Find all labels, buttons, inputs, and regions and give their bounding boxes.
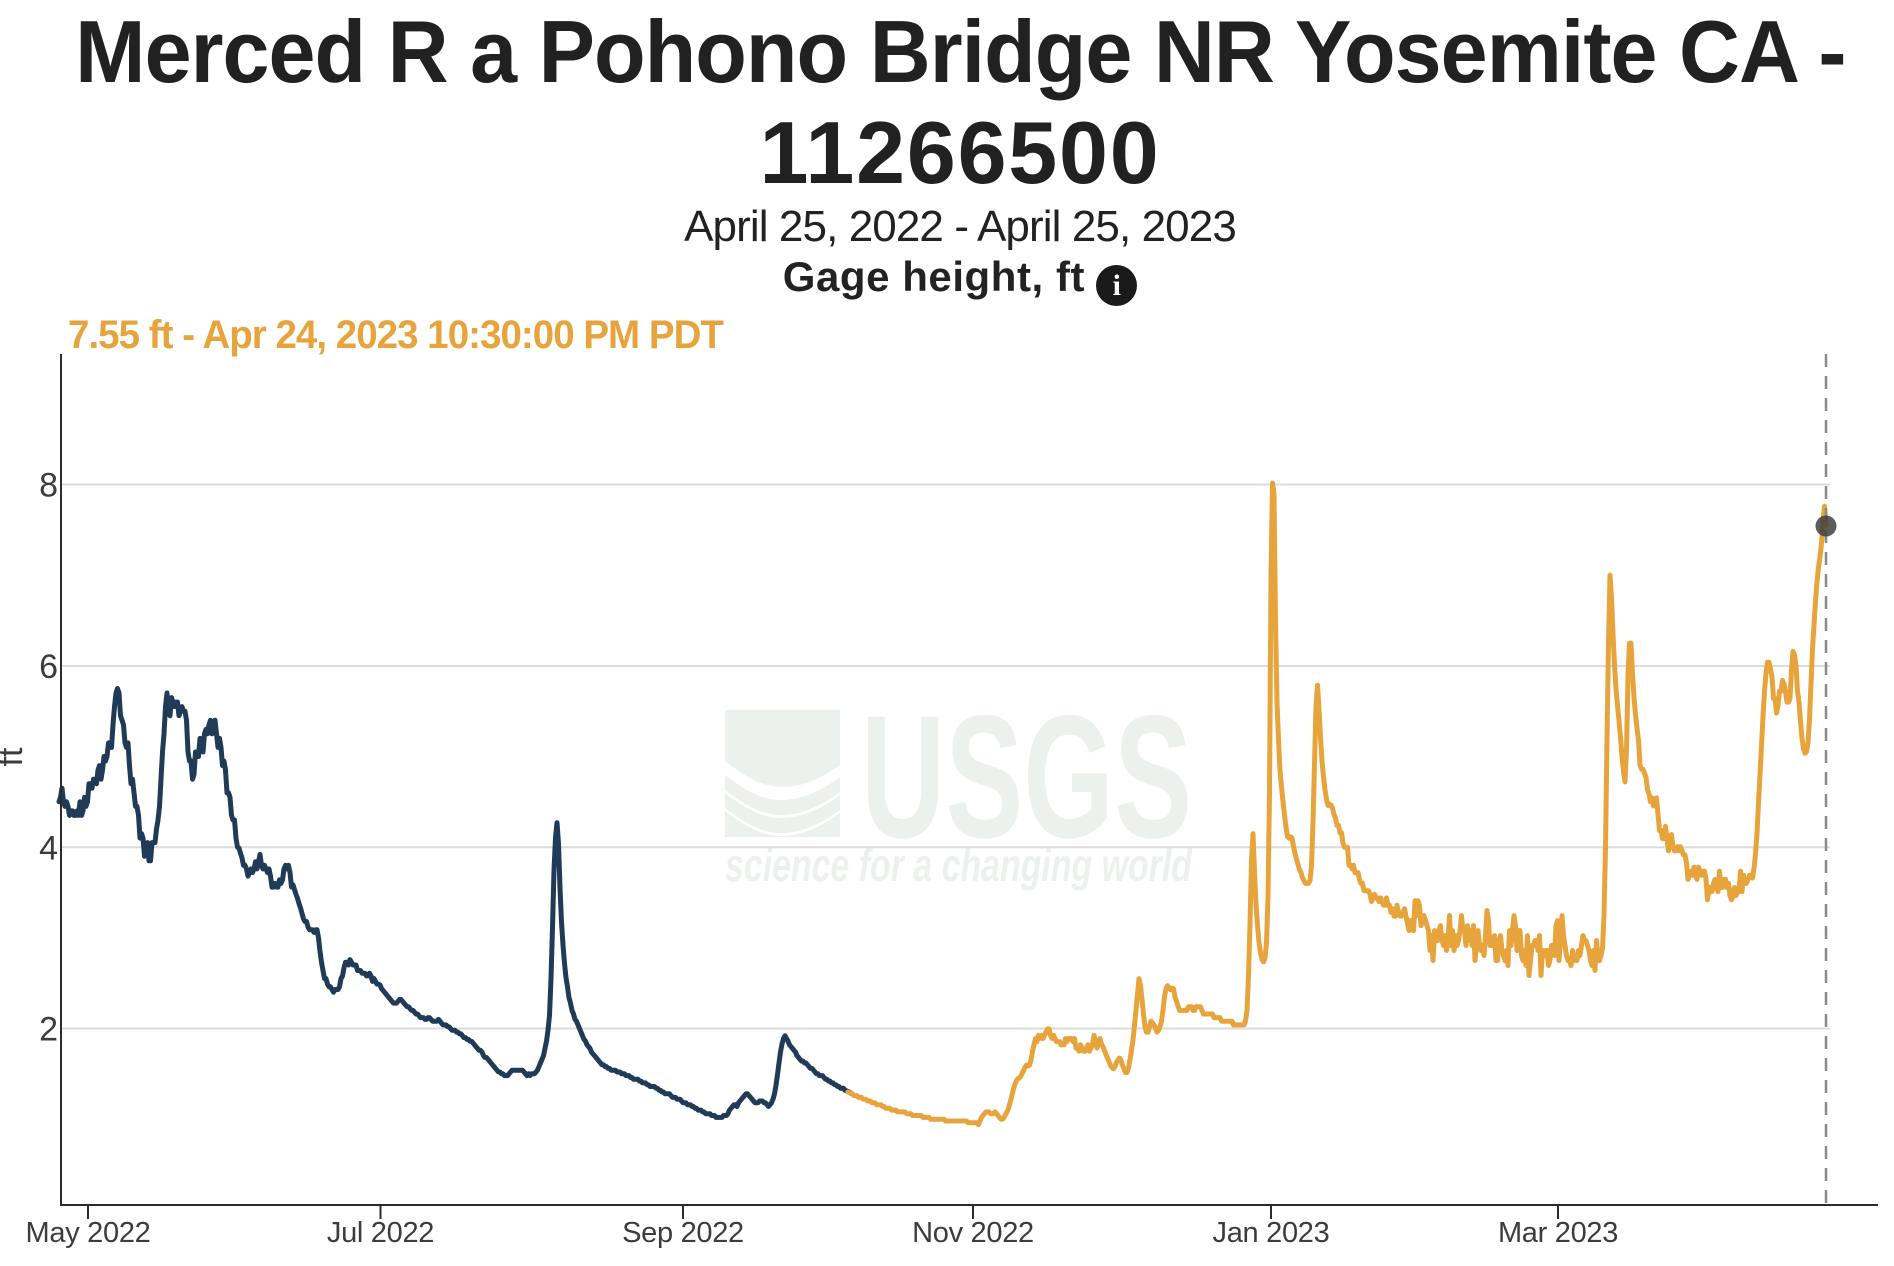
svg-text:Nov 2022: Nov 2022: [912, 1217, 1034, 1249]
svg-text:ft: ft: [0, 747, 30, 766]
svg-text:6: 6: [39, 648, 58, 686]
svg-text:May 2022: May 2022: [26, 1217, 151, 1249]
svg-text:Jul 2022: Jul 2022: [327, 1217, 434, 1249]
svg-text:Jan 2023: Jan 2023: [1213, 1217, 1330, 1249]
svg-text:4: 4: [39, 829, 58, 867]
svg-text:USGS: USGS: [861, 680, 1192, 875]
svg-text:Mar 2023: Mar 2023: [1498, 1217, 1618, 1249]
svg-text:Sep 2022: Sep 2022: [622, 1217, 744, 1249]
svg-text:2: 2: [39, 1011, 58, 1049]
svg-text:8: 8: [39, 467, 58, 505]
